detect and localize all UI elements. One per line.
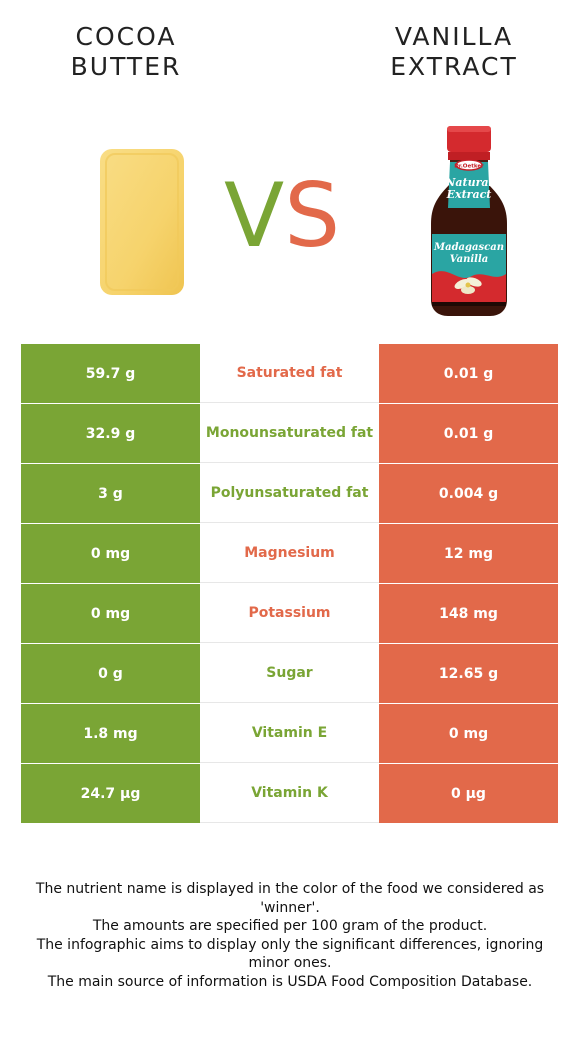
- bottle-label-line2: Extract: [446, 188, 492, 201]
- vanilla-flower-icon: [454, 277, 482, 294]
- footer-notes: The nutrient name is displayed in the co…: [20, 880, 560, 991]
- nutrient-name: Polyunsaturated fat: [200, 464, 379, 523]
- footer-line4: The main source of information is USDA F…: [47, 973, 533, 990]
- vs-s: S: [284, 164, 341, 267]
- nutrient-name: Saturated fat: [200, 344, 379, 403]
- vs-v: V: [224, 164, 285, 267]
- left-food-title-line2: BUTTER: [70, 52, 182, 81]
- right-food-value: 0.004 g: [379, 464, 558, 523]
- comparison-table: 59.7 g Saturated fat 0.01 g 32.9 g Monounsat…: [21, 344, 558, 824]
- bottle-label-line1: Natural: [444, 176, 492, 189]
- left-food-value: 1.8 mg: [21, 704, 200, 763]
- left-food-value: 0 g: [21, 644, 200, 703]
- vs-label: VS: [224, 168, 340, 264]
- nutrient-name: Magnesium: [200, 524, 379, 583]
- left-food-value: 32.9 g: [21, 404, 200, 463]
- left-food-value: 0 mg: [21, 584, 200, 643]
- right-food-title: VANILLA EXTRACT: [344, 22, 564, 82]
- nutrient-name: Monounsaturated fat: [200, 404, 379, 463]
- right-food-title-line2: EXTRACT: [390, 52, 518, 81]
- table-row: 0 g Sugar 12.65 g: [21, 644, 558, 704]
- nutrient-name: Vitamin E: [200, 704, 379, 763]
- right-food-title-line1: VANILLA: [394, 22, 514, 51]
- footer-line3: The infographic aims to display only the…: [36, 936, 544, 972]
- bottle-cap: [447, 126, 491, 152]
- nutrient-name: Potassium: [200, 584, 379, 643]
- table-row: 32.9 g Monounsaturated fat 0.01 g: [21, 404, 558, 464]
- bottle-brand-text: Dr.Oetker: [454, 164, 484, 170]
- table-row: 3 g Polyunsaturated fat 0.004 g: [21, 464, 558, 524]
- footer-line1: The nutrient name is displayed in the co…: [35, 881, 545, 916]
- left-food-value: 24.7 µg: [21, 764, 200, 823]
- table-row: 0 mg Potassium 148 mg: [21, 584, 558, 644]
- left-food-title-line1: COCOA: [75, 22, 177, 51]
- table-row: 0 mg Magnesium 12 mg: [21, 524, 558, 584]
- right-food-value: 12 mg: [379, 524, 558, 583]
- nutrient-name: Sugar: [200, 644, 379, 703]
- left-food-value: 3 g: [21, 464, 200, 523]
- bottle-label-line4: Vanilla: [450, 254, 488, 265]
- cocoa-butter-image: [98, 146, 186, 298]
- left-food-value: 0 mg: [21, 524, 200, 583]
- right-food-value: 12.65 g: [379, 644, 558, 703]
- table-row: 59.7 g Saturated fat 0.01 g: [21, 344, 558, 404]
- bottle-label-line3: Madagascan: [433, 242, 504, 253]
- left-food-value: 59.7 g: [21, 344, 200, 403]
- left-food-title: COCOA BUTTER: [16, 22, 236, 82]
- right-food-value: 0.01 g: [379, 344, 558, 403]
- footer-line2: The amounts are specified per 100 gram o…: [92, 918, 488, 934]
- nutrient-name: Vitamin K: [200, 764, 379, 823]
- right-food-value: 0.01 g: [379, 404, 558, 463]
- right-food-value: 0 µg: [379, 764, 558, 823]
- right-food-value: 0 mg: [379, 704, 558, 763]
- vanilla-extract-image: Dr.Oetker Natural Extract Madagascan Van…: [428, 124, 510, 318]
- right-food-value: 148 mg: [379, 584, 558, 643]
